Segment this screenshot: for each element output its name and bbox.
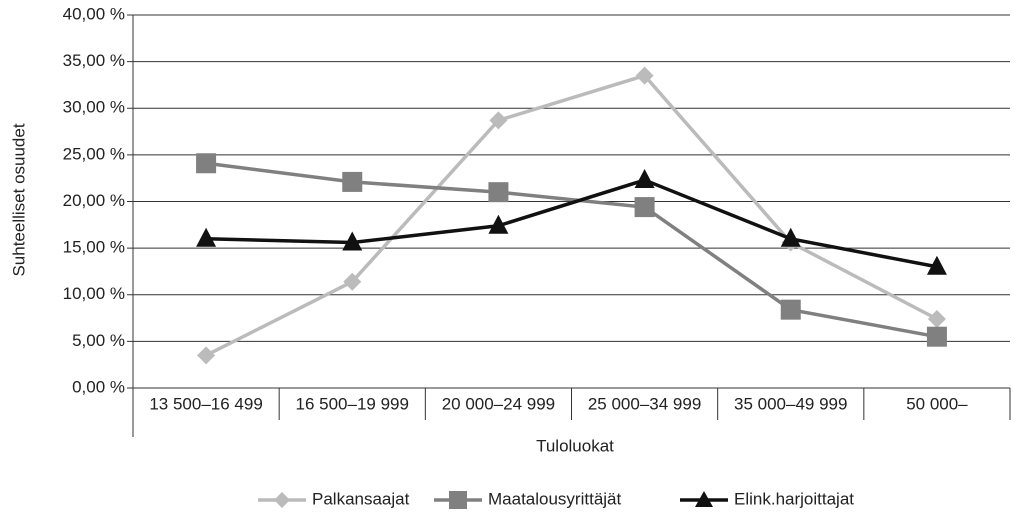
- y-tick-label: 35,00 %: [63, 51, 125, 70]
- legend-label: Elink.harjoittajat: [734, 489, 854, 508]
- legend-marker: [449, 491, 467, 509]
- x-tick-label: 13 500–16 499: [149, 394, 262, 413]
- series-line: [206, 178, 938, 269]
- series-line: [205, 73, 938, 357]
- marker: [342, 171, 363, 192]
- y-tick-label: 25,00 %: [63, 144, 125, 163]
- x-tick-label: 16 500–19 999: [296, 394, 409, 413]
- y-tick-label: 10,00 %: [63, 284, 125, 303]
- marker: [635, 66, 654, 85]
- x-axis-label: Tuloluokat: [536, 436, 614, 455]
- marker: [343, 272, 362, 291]
- marker: [342, 231, 363, 251]
- marker: [926, 326, 947, 347]
- marker: [926, 255, 947, 275]
- marker: [489, 111, 508, 130]
- y-axis-label: Suhteelliset osuudet: [9, 123, 28, 276]
- y-tick-label: 15,00 %: [63, 238, 125, 257]
- x-tick-label: 35 000–49 999: [734, 394, 847, 413]
- x-tick-label: 50 000–: [906, 394, 968, 413]
- y-tick-label: 20,00 %: [63, 191, 125, 210]
- x-tick-label: 25 000–34 999: [588, 394, 701, 413]
- marker: [634, 169, 655, 189]
- y-tick-label: 30,00 %: [63, 98, 125, 117]
- marker: [780, 227, 801, 247]
- marker: [927, 309, 946, 328]
- marker: [780, 299, 801, 320]
- legend-label: Maatalousyrittäjät: [488, 489, 622, 508]
- marker: [634, 197, 655, 218]
- marker: [196, 153, 217, 174]
- legend-marker: [695, 491, 713, 507]
- x-tick-label: 20 000–24 999: [442, 394, 555, 413]
- y-tick-label: 40,00 %: [63, 4, 125, 23]
- y-tick-label: 0,00 %: [72, 377, 125, 396]
- marker: [488, 182, 509, 203]
- marker: [196, 227, 217, 247]
- marker: [197, 346, 216, 365]
- marker: [488, 214, 509, 234]
- y-tick-label: 5,00 %: [72, 331, 125, 350]
- legend-label: Palkansaajat: [312, 489, 410, 508]
- series-line: [205, 161, 938, 339]
- legend-marker: [274, 492, 290, 508]
